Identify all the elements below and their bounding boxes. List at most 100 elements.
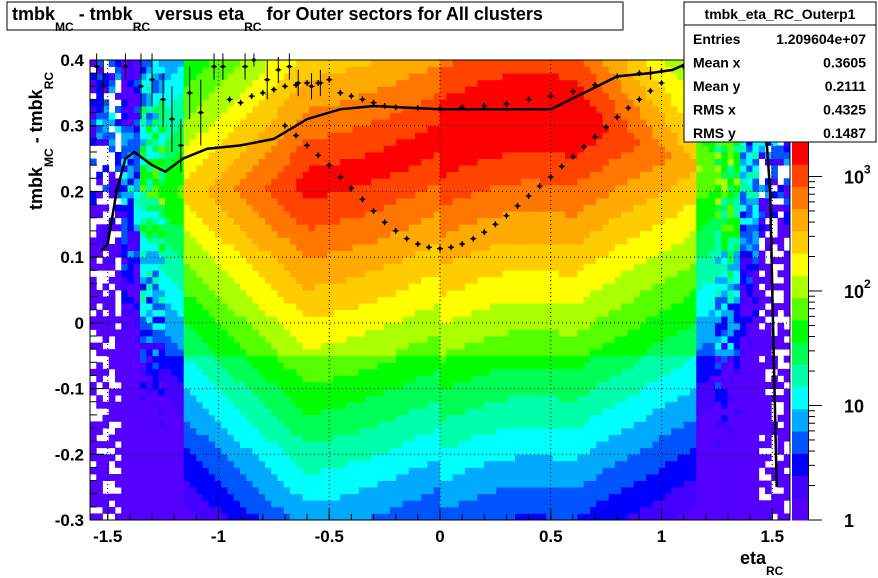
heatmap-cell: [333, 125, 341, 133]
heatmap-cell: [296, 171, 303, 179]
heatmap-cell: [302, 283, 310, 291]
heatmap-cell: [252, 79, 260, 87]
heatmap-cell: [377, 106, 385, 113]
heatmap-cell: [408, 224, 416, 232]
heatmap-cell: [371, 171, 378, 179]
heatmap-cell: [446, 60, 453, 67]
heatmap-cell: [446, 92, 453, 100]
heatmap-cell: [540, 99, 547, 107]
heatmap-cell: [127, 204, 135, 212]
heatmap-cell: [346, 60, 353, 67]
heatmap-cell: [321, 382, 328, 389]
heatmap-cell: [333, 204, 341, 212]
heatmap-cell: [290, 303, 297, 311]
heatmap-cell: [252, 408, 260, 416]
heatmap-cell: [465, 276, 472, 284]
heatmap-cell: [196, 250, 203, 258]
heatmap-cell: [440, 79, 447, 87]
heatmap-cell: [533, 73, 541, 81]
heatmap-cell: [208, 230, 216, 238]
heatmap-cell: [340, 342, 347, 350]
heatmap-cell: [102, 99, 110, 107]
heatmap-cell: [233, 270, 241, 278]
heatmap-cell: [427, 309, 435, 317]
heatmap-cell: [277, 296, 285, 304]
heatmap-cell: [308, 296, 316, 304]
heatmap-cell: [296, 138, 303, 146]
heatmap-cell: [321, 290, 328, 297]
heatmap-cell: [502, 178, 510, 186]
heatmap-cell: [208, 276, 216, 284]
heatmap-cell: [508, 355, 516, 363]
heatmap-cell: [252, 336, 260, 343]
heatmap-cell: [296, 263, 303, 271]
heatmap-cell: [483, 303, 491, 311]
heatmap-cell: [421, 388, 428, 396]
heatmap-cell: [302, 270, 310, 278]
heatmap-cell: [415, 395, 422, 403]
heatmap-cell: [290, 250, 297, 258]
heatmap-cell: [490, 375, 497, 383]
heatmap-cell: [333, 230, 341, 238]
heatmap-cell: [140, 283, 147, 291]
heatmap-cell: [540, 395, 547, 403]
heatmap-cell: [471, 388, 478, 396]
heatmap-cell: [165, 112, 172, 120]
heatmap-cell: [483, 362, 491, 370]
heatmap-cell: [158, 270, 166, 278]
heatmap-cell: [402, 132, 410, 140]
heatmap-cell: [90, 204, 97, 212]
heatmap-cell: [296, 198, 303, 205]
heatmap-cell: [433, 145, 441, 153]
heatmap-cell: [333, 375, 341, 383]
heatmap-cell: [540, 303, 547, 311]
heatmap-cell: [396, 66, 403, 74]
heatmap-cell: [121, 152, 128, 159]
heatmap-cell: [152, 349, 160, 357]
heatmap-cell: [502, 165, 510, 173]
heatmap-cell: [96, 500, 103, 508]
heatmap-cell: [383, 204, 391, 212]
heatmap-cell: [415, 408, 422, 416]
heatmap-cell: [140, 112, 147, 120]
heatmap-cell: [121, 171, 128, 179]
heatmap-cell: [477, 119, 485, 127]
heatmap-cell: [340, 355, 347, 363]
heatmap-cell: [402, 99, 410, 107]
heatmap-cell: [258, 152, 266, 159]
heatmap-cell: [252, 467, 260, 475]
heatmap-cell: [240, 125, 247, 133]
heatmap-cell: [490, 86, 497, 94]
heatmap-cell: [165, 152, 172, 159]
heatmap-cell: [327, 92, 335, 100]
heatmap-cell: [396, 132, 403, 140]
heatmap-cell: [127, 250, 135, 258]
heatmap-cell: [283, 145, 291, 153]
heatmap-cell: [165, 316, 172, 324]
heatmap-cell: [183, 421, 191, 429]
heatmap-cell: [246, 230, 253, 238]
heatmap-cell: [440, 171, 447, 179]
heatmap-cell: [440, 447, 447, 455]
heatmap-cell: [158, 349, 166, 357]
heatmap-cell: [146, 382, 153, 389]
heatmap-cell: [121, 355, 128, 363]
heatmap-cell: [177, 283, 185, 291]
heatmap-cell: [127, 138, 135, 146]
heatmap-cell: [433, 158, 441, 166]
heatmap-cell: [427, 178, 435, 186]
heatmap-cell: [165, 106, 172, 113]
heatmap-cell: [427, 230, 435, 238]
heatmap-cell: [540, 125, 547, 133]
heatmap-cell: [515, 382, 522, 389]
heatmap-cell: [308, 138, 316, 146]
heatmap-cell: [190, 86, 197, 94]
heatmap-cell: [158, 303, 166, 311]
heatmap-cell: [190, 395, 197, 403]
heatmap-cell: [527, 434, 535, 442]
heatmap-cell: [521, 467, 528, 475]
heatmap-cell: [96, 428, 103, 435]
heatmap-cell: [365, 92, 372, 100]
heatmap-cell: [446, 217, 453, 225]
